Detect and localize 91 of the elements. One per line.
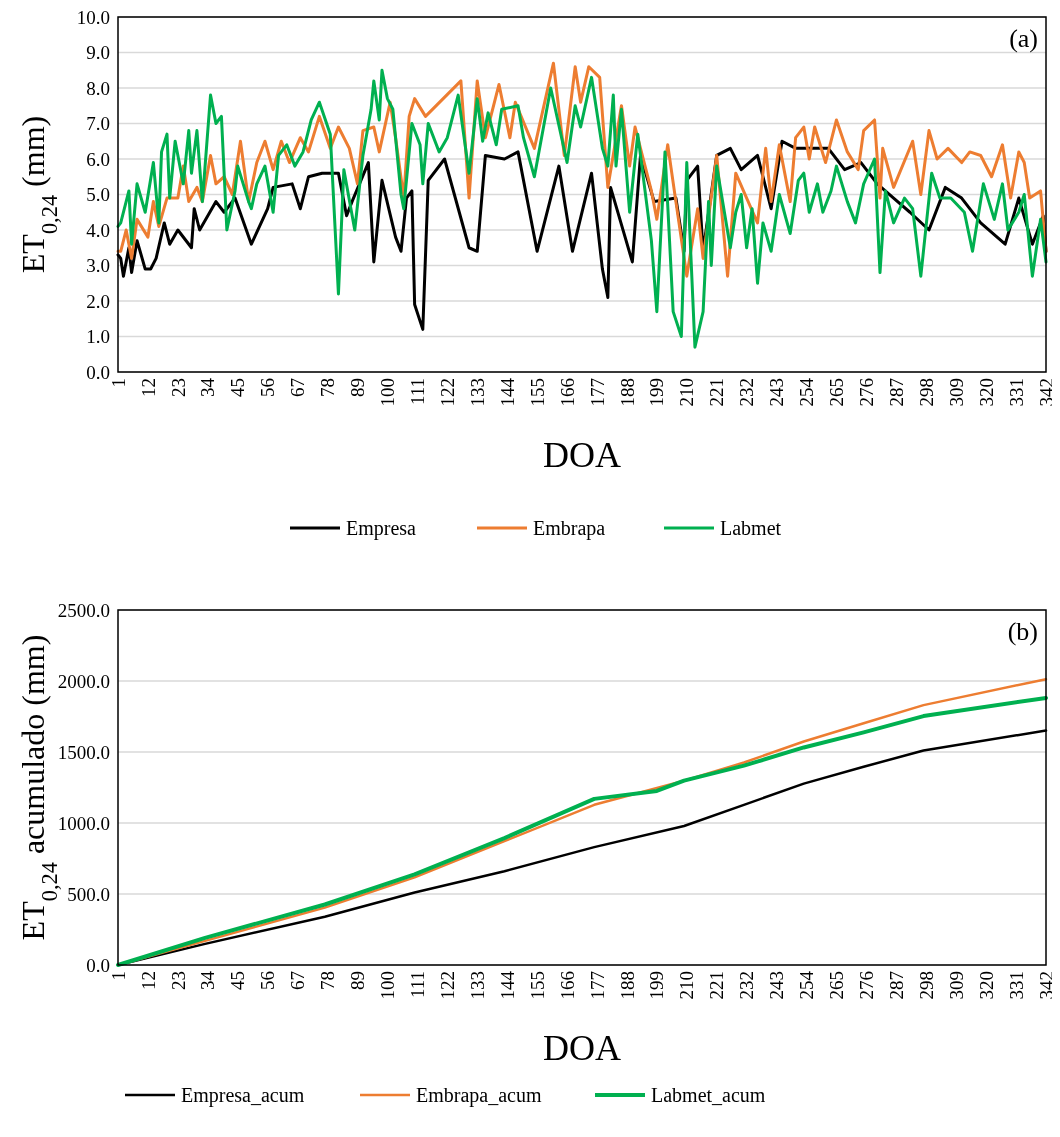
x-tick-label: 78 (317, 971, 339, 990)
x-tick-label: 144 (496, 377, 518, 407)
x-tick-label: 232 (736, 378, 758, 407)
x-tick-label: 1 (107, 971, 129, 981)
x-tick-label: 331 (1005, 971, 1027, 1000)
x-tick-label: 133 (466, 378, 488, 407)
x-tick-label: 155 (526, 971, 548, 1000)
legend-label: Labmet_acum (651, 1084, 766, 1106)
x-tick-label: 78 (317, 378, 339, 397)
y-tick-label: 500.0 (67, 883, 110, 905)
x-tick-label: 67 (287, 971, 309, 990)
y-tick-label: 8.0 (86, 77, 110, 99)
x-tick-label: 177 (586, 971, 608, 1000)
x-tick-label: 166 (556, 971, 578, 1000)
x-tick-label: 67 (287, 378, 309, 397)
x-tick-label: 166 (556, 378, 578, 407)
y-tick-label: 1500.0 (57, 741, 110, 763)
y-tick-label: 5.0 (86, 184, 110, 206)
x-tick-label: 265 (826, 971, 848, 1000)
x-tick-label: 188 (616, 378, 638, 407)
x-tick-label: 23 (167, 971, 189, 990)
x-tick-label: 276 (856, 971, 878, 1000)
x-tick-label: 232 (736, 971, 758, 1000)
x-tick-label: 89 (347, 378, 369, 397)
x-axis-title: DOA (543, 1028, 621, 1068)
legend-label: Labmet (720, 517, 782, 539)
x-tick-label: 155 (526, 378, 548, 407)
y-tick-label: 6.0 (86, 148, 110, 170)
x-tick-label: 56 (257, 378, 279, 397)
annotation: (b) (1007, 617, 1038, 646)
y-tick-label: 0.0 (86, 361, 110, 383)
line-series (116, 68, 1048, 349)
x-tick-label: 199 (646, 971, 668, 1000)
x-tick-label: 23 (167, 378, 189, 397)
x-tick-label: 12 (137, 378, 159, 397)
x-tick-label: 100 (377, 971, 399, 1000)
x-tick-label: 309 (945, 378, 967, 407)
x-tick-label: 298 (915, 971, 937, 1000)
y-tick-label: 7.0 (86, 113, 110, 135)
x-tick-label: 122 (436, 971, 458, 1000)
y-tick-label: 9.0 (86, 42, 110, 64)
x-tick-label: 100 (377, 378, 399, 407)
x-tick-label: 210 (676, 378, 698, 407)
x-tick-label: 254 (796, 377, 818, 407)
y-tick-label: 10.0 (76, 6, 110, 28)
x-tick-label: 265 (826, 378, 848, 407)
x-tick-label: 210 (676, 971, 698, 1000)
y-tick-label: 2000.0 (57, 670, 110, 692)
x-tick-label: 1 (107, 378, 129, 388)
y-tick-label: 0.0 (86, 954, 110, 976)
x-tick-label: 287 (885, 378, 907, 407)
x-tick-label: 133 (466, 971, 488, 1000)
x-tick-label: 276 (856, 378, 878, 407)
x-tick-label: 221 (706, 971, 728, 1000)
legend-label: Embrapa_acum (416, 1084, 542, 1107)
y-tick-label: 2.0 (86, 290, 110, 312)
x-tick-label: 331 (1005, 378, 1027, 407)
x-tick-label: 287 (885, 971, 907, 1000)
x-tick-label: 320 (975, 378, 997, 407)
legend-label: Embrapa (533, 517, 606, 540)
annotation: (a) (1009, 24, 1038, 53)
x-tick-label: 309 (945, 971, 967, 1000)
x-axis-title: DOA (543, 435, 621, 475)
x-tick-label: 111 (407, 378, 428, 406)
x-tick-label: 243 (766, 971, 788, 1000)
x-tick-label: 89 (347, 971, 369, 990)
x-tick-label: 298 (915, 378, 937, 407)
x-tick-label: 342 (1035, 971, 1057, 1000)
x-tick-label: 12 (137, 971, 159, 990)
x-tick-label: 45 (227, 971, 249, 990)
x-tick-label: 177 (586, 378, 608, 407)
legend-label: Empresa_acum (181, 1084, 305, 1107)
x-tick-label: 221 (706, 378, 728, 407)
x-tick-label: 34 (197, 377, 219, 397)
x-tick-label: 254 (796, 970, 818, 1000)
x-tick-label: 56 (257, 971, 279, 990)
x-tick-label: 122 (436, 378, 458, 407)
x-tick-label: 144 (496, 970, 518, 1000)
y-tick-label: 1.0 (86, 326, 110, 348)
x-tick-label: 111 (407, 971, 428, 999)
y-tick-label: 3.0 (86, 255, 110, 277)
x-tick-label: 34 (197, 970, 219, 990)
x-tick-label: 342 (1035, 378, 1057, 407)
legend-label: Empresa (346, 517, 417, 540)
x-tick-label: 188 (616, 971, 638, 1000)
x-tick-label: 199 (646, 378, 668, 407)
x-tick-label: 243 (766, 378, 788, 407)
x-tick-label: 45 (227, 378, 249, 397)
y-tick-label: 2500.0 (57, 599, 110, 621)
y-tick-label: 4.0 (86, 219, 110, 241)
x-tick-label: 320 (975, 971, 997, 1000)
